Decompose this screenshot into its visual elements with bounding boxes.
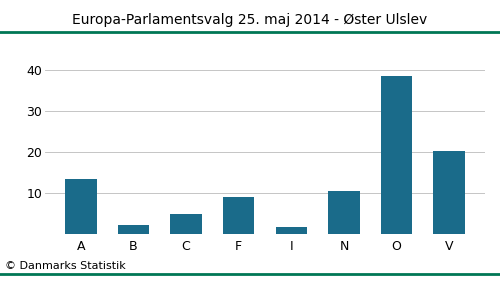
Bar xyxy=(170,213,202,234)
Bar xyxy=(328,191,360,234)
Bar xyxy=(381,76,412,234)
Text: Europa-Parlamentsvalg 25. maj 2014 - Øster Ulslev: Europa-Parlamentsvalg 25. maj 2014 - Øst… xyxy=(72,13,428,27)
Bar xyxy=(434,151,465,234)
Bar xyxy=(276,227,307,234)
Bar xyxy=(118,225,149,234)
Bar xyxy=(65,179,96,234)
Bar xyxy=(223,197,254,234)
Text: © Danmarks Statistik: © Danmarks Statistik xyxy=(5,261,126,271)
